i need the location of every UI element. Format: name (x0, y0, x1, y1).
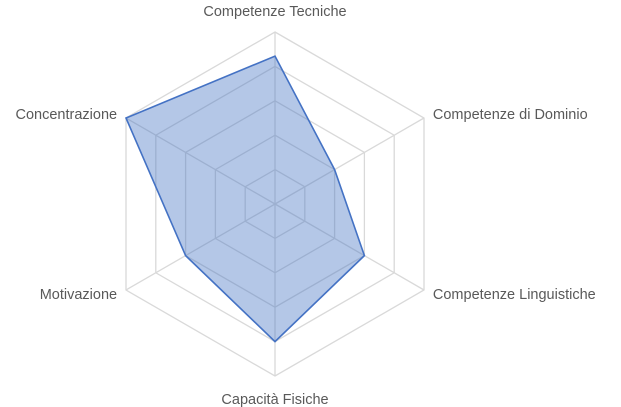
axis-label: Competenze Linguistiche (433, 287, 596, 303)
radar-spokes (125, 32, 425, 376)
radar-series (124, 55, 366, 343)
axis-label: Concentrazione (16, 107, 118, 123)
axis-label: Motivazione (40, 287, 117, 303)
axis-spoke (274, 117, 425, 205)
series-area (124, 55, 366, 343)
axis-spoke (125, 203, 276, 291)
axis-spoke (125, 117, 276, 205)
axis-label: Competenze di Dominio (433, 107, 588, 123)
axis-label: Capacità Fisiche (221, 392, 328, 407)
axis-labels: Competenze Tecniche Competenze di Dominio… (16, 4, 596, 407)
axis-label: Competenze Tecniche (203, 4, 346, 20)
axis-spoke (274, 203, 425, 291)
